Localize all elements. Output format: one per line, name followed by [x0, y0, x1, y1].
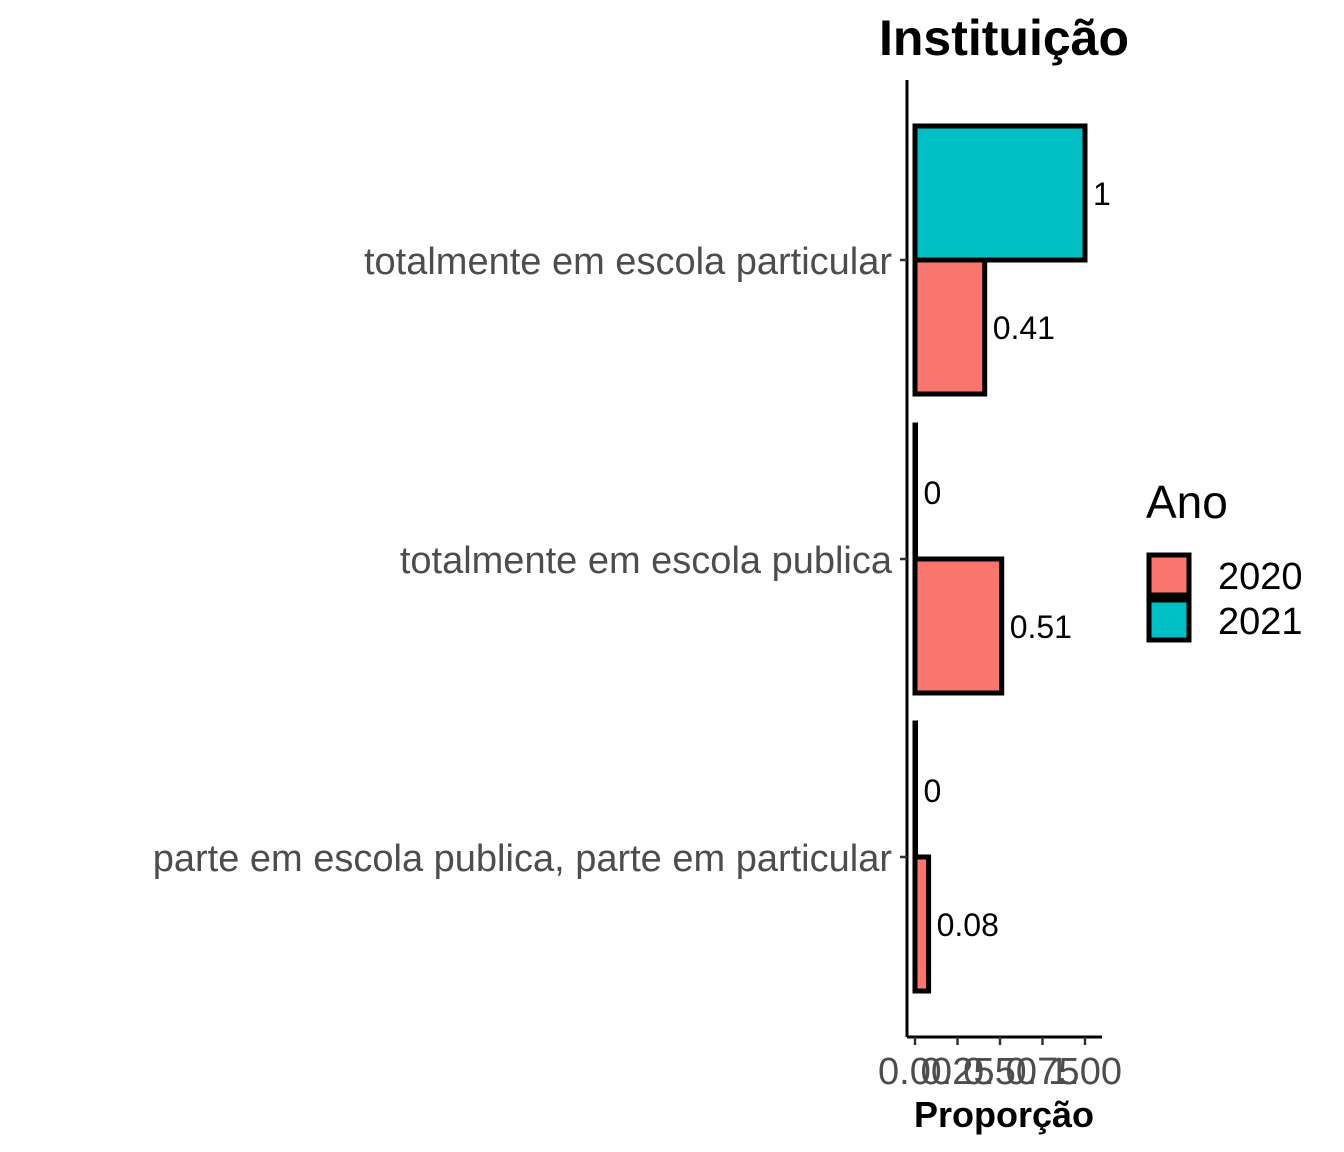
x-axis-label: Proporção [914, 1094, 1094, 1135]
legend-title: Ano [1146, 476, 1228, 528]
bar-2020 [912, 257, 988, 397]
data-label: 0 [924, 773, 942, 809]
bar-2021 [912, 123, 1088, 263]
legend-label: 2020 [1218, 556, 1303, 598]
data-label: 0 [924, 475, 942, 511]
category-label: totalmente em escola particular [364, 241, 892, 283]
data-label: 0.51 [1010, 609, 1072, 645]
category-label: parte em escola publica, parte em partic… [153, 838, 893, 880]
bar-2020 [912, 854, 932, 994]
data-label: 0.41 [993, 310, 1055, 346]
legend-key-2021 [1146, 597, 1192, 643]
x-tick-label: 0.25 [921, 1051, 995, 1093]
bar-2021 [912, 422, 918, 562]
x-tick-label: 0.75 [1006, 1051, 1080, 1093]
plot-area: totalmente em escola particular 1 0.41 tota… [153, 80, 1122, 1093]
x-tick-label: 0.00 [878, 1051, 952, 1093]
x-tick-label: 1.00 [1048, 1051, 1122, 1093]
data-label: 1 [1093, 176, 1111, 212]
category-label: totalmente em escola publica [400, 540, 893, 582]
legend-label: 2021 [1218, 601, 1303, 643]
x-tick-label: 0.50 [963, 1051, 1037, 1093]
bar-2021 [912, 720, 918, 860]
chart-title: Instituição [879, 10, 1129, 66]
data-label: 0.08 [937, 907, 999, 943]
bar-2020 [912, 556, 1005, 696]
legend-key-2020 [1146, 552, 1192, 598]
